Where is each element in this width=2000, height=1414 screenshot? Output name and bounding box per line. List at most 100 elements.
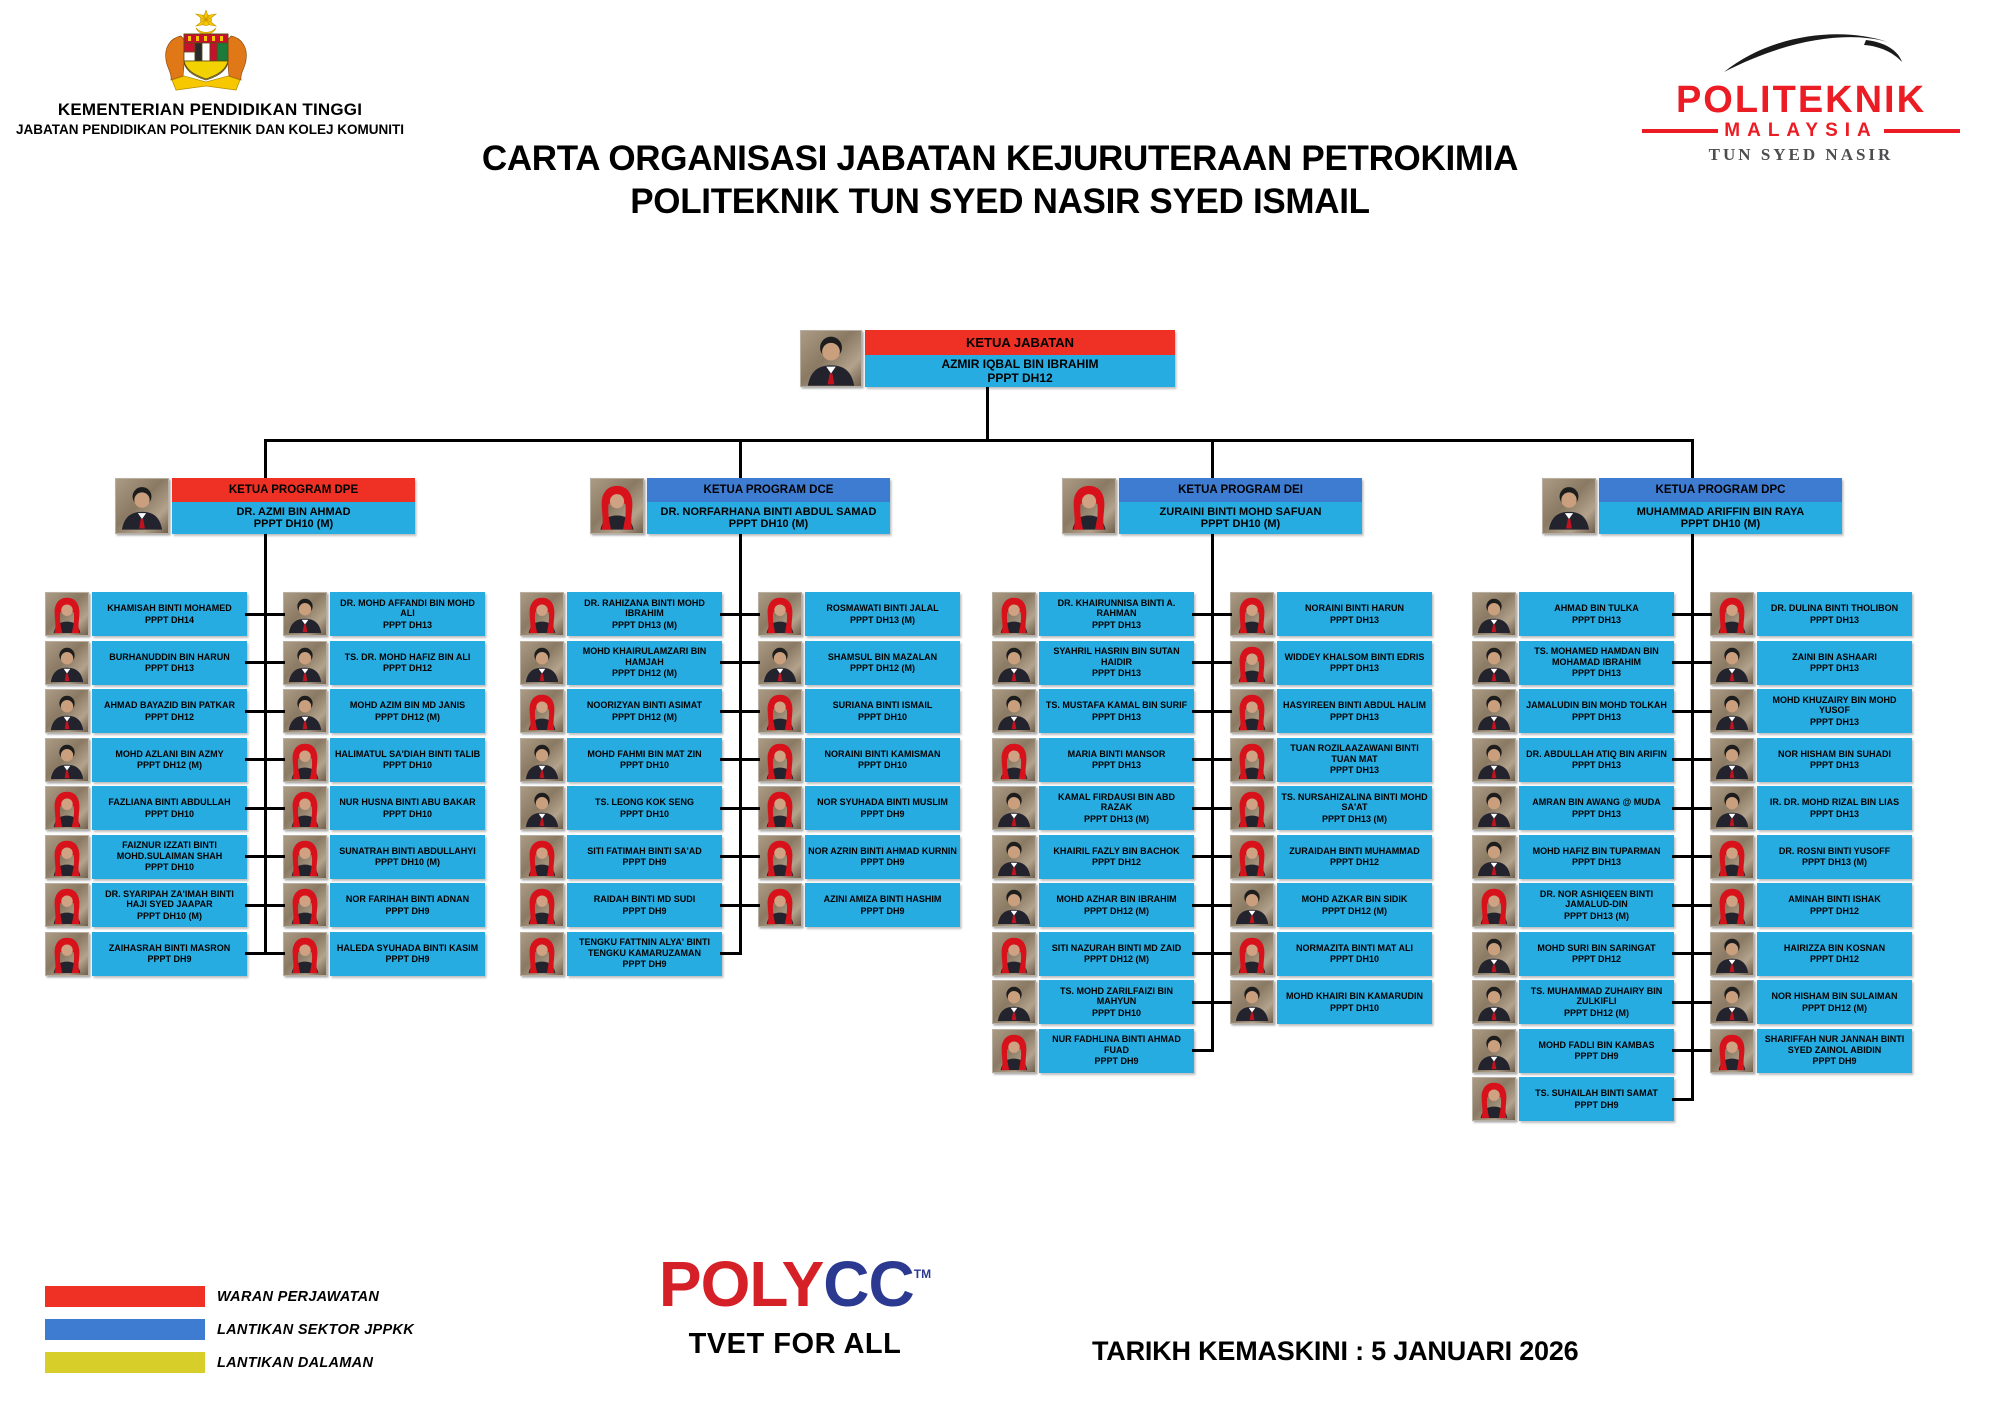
- staff-grade: PPPT DH14: [144, 614, 195, 625]
- staff-name: NOR SYUHADA BINTI MUSLIM: [817, 797, 948, 808]
- staff-grade: PPPT DH13: [1091, 760, 1142, 770]
- connector-line: [245, 855, 265, 858]
- staff-card: JAMALUDIN BIN MOHD TOLKAH PPPT DH13: [1472, 689, 1674, 733]
- connector-line: [265, 661, 285, 664]
- staff-label: DR. ABDULLAH ATIQ BIN ARIFIN PPPT DH13: [1519, 737, 1674, 782]
- staff-photo: [45, 689, 89, 733]
- leader-grade: PPPT DH10 (M): [1200, 518, 1281, 530]
- staff-name: DR. DULINA BINTI THOLIBON: [1770, 603, 1899, 614]
- staff-name: MOHD KHUZAIRY BIN MOHD YUSOF: [1772, 694, 1897, 716]
- staff-card: DR. SYARIPAH ZA'IMAH BINTI HAJI SYED JAA…: [45, 883, 247, 927]
- staff-grade: PPPT DH9: [147, 954, 192, 964]
- staff-label: NUR FADHLINA BINTI AHMAD FUAD PPPT DH9: [1039, 1028, 1194, 1073]
- connector-line: [1692, 903, 1712, 907]
- staff-label: ZURAIDAH BINTI MUHAMMAD PPPT DH12: [1277, 834, 1432, 879]
- staff-photo: [1710, 1028, 1754, 1073]
- connector-line: [740, 758, 760, 761]
- staff-grade: PPPT DH12 (M): [136, 760, 202, 770]
- connector-line: [720, 612, 740, 616]
- staff-grade: PPPT DH9: [622, 905, 667, 916]
- staff-grade: PPPT DH10: [857, 760, 908, 770]
- staff-photo: [1472, 737, 1516, 782]
- connector-line: [1672, 709, 1692, 713]
- connector-line: [1692, 758, 1712, 761]
- connector-line: [1192, 855, 1212, 858]
- staff-label: SITI NAZURAH BINTI MD ZAID PPPT DH12 (M): [1039, 931, 1194, 976]
- leader-card: KETUA PROGRAM DCE DR. NORFARHANA BINTI AB…: [590, 478, 890, 534]
- staff-photo: [992, 883, 1036, 927]
- staff-photo: [1472, 834, 1516, 879]
- staff-photo: [992, 931, 1036, 976]
- leader-name: ZURAINI BINTI MOHD SAFUAN: [1159, 506, 1322, 518]
- last-updated-date: TARIKH KEMASKINI : 5 JANUARI 2026: [1092, 1336, 1579, 1366]
- staff-card: MOHD AZLANI BIN AZMY PPPT DH12 (M): [45, 737, 247, 782]
- staff-card: NOR SYUHADA BINTI MUSLIM PPPT DH9: [758, 786, 960, 830]
- staff-name: MOHD AZKAR BIN SIDIK: [1301, 894, 1408, 905]
- staff-grade: PPPT DH10 (M): [374, 857, 440, 867]
- staff-name: MOHD KHAIRI BIN KAMARUDIN: [1286, 991, 1423, 1002]
- staff-name: MOHD FADLI BIN KAMBAS: [1538, 1039, 1655, 1050]
- malaysia-label: MALAYSIA: [1724, 120, 1878, 141]
- leader-grade: PPPT DH12: [987, 371, 1053, 385]
- staff-card: NORAINI BINTI KAMISMAN PPPT DH10: [758, 737, 960, 782]
- legend-item: LANTIKAN DALAMAN: [45, 1352, 414, 1373]
- staff-card: MOHD KHAIRI BIN KAMARUDIN PPPT DH10: [1230, 980, 1432, 1024]
- legend-color-bar: [45, 1352, 205, 1373]
- ministry-name: KEMENTERIAN PENDIDIKAN TINGGI: [57, 100, 363, 119]
- connector-line: [1692, 855, 1712, 858]
- staff-photo: [45, 834, 89, 879]
- connector-line: [720, 661, 740, 664]
- role-title: KETUA JABATAN: [865, 330, 1175, 355]
- staff-photo: [758, 737, 802, 782]
- staff-label: MOHD AZHAR BIN IBRAHIM PPPT DH12 (M): [1039, 883, 1194, 927]
- staff-label: WIDDEY KHALSOM BINTI EDRIS PPPT DH13: [1277, 640, 1432, 685]
- staff-label: MOHD AZIM BIN MD JANIS PPPT DH12 (M): [330, 689, 485, 733]
- staff-photo: [1472, 883, 1516, 927]
- staff-card: HALIMATUL SA'DIAH BINTI TALIB PPPT DH10: [283, 737, 485, 782]
- leader-card: KETUA PROGRAM DPC MUHAMMAD ARIFFIN BIN RA…: [1542, 478, 1842, 534]
- staff-card: MARIA BINTI MANSOR PPPT DH13: [992, 737, 1194, 782]
- coat-of-arms-icon: [165, 9, 247, 91]
- page-title-line2: POLITEKNIK TUN SYED NASIR SYED ISMAIL: [630, 181, 1370, 221]
- connector-line: [1192, 806, 1212, 810]
- staff-card: HASYIREEN BINTI ABDUL HALIM PPPT DH13: [1230, 689, 1432, 733]
- staff-label: MOHD FAHMI BIN MAT ZIN PPPT DH10: [567, 737, 722, 782]
- connector-line: [245, 661, 265, 664]
- staff-card: DR. RAHIZANA BINTI MOHD IBRAHIM PPPT DH13…: [520, 592, 722, 636]
- staff-grade: PPPT DH10: [1091, 1007, 1142, 1018]
- staff-grade: PPPT DH10: [382, 760, 433, 770]
- staff-name: DR. ROSNI BINTI YUSOFF: [1778, 845, 1891, 856]
- staff-photo: [45, 931, 89, 976]
- staff-card: SUNATRAH BINTI ABDULLAHYI PPPT DH10 (M): [283, 834, 485, 879]
- role-title: KETUA PROGRAM DEI: [1119, 478, 1362, 502]
- connector-line: [720, 952, 740, 955]
- staff-name: SHARIFFAH NUR JANNAH BINTI SYED ZAINOL A…: [1764, 1034, 1905, 1055]
- staff-label: MARIA BINTI MANSOR PPPT DH13: [1039, 737, 1194, 782]
- staff-name: TS. SUHAILAH BINTI SAMAT: [1535, 1088, 1658, 1099]
- staff-name: RAIDAH BINTI MD SUDI: [593, 894, 696, 905]
- staff-card: MOHD KHAIRULAMZARI BIN HAMJAH PPPT DH12 (…: [520, 640, 722, 685]
- staff-grade: PPPT DH13: [1809, 614, 1860, 625]
- leader-name: DR. NORFARHANA BINTI ABDUL SAMAD: [660, 506, 877, 518]
- leader-grade: PPPT DH10 (M): [253, 518, 334, 530]
- leader-nameband: MUHAMMAD ARIFFIN BIN RAYA PPPT DH10 (M): [1599, 502, 1842, 534]
- staff-photo: [1230, 689, 1274, 733]
- staff-grade: PPPT DH10: [619, 760, 670, 770]
- connector-line: [1210, 534, 1214, 1052]
- staff-name: WIDDEY KHALSOM BINTI EDRIS: [1284, 651, 1425, 662]
- connector-line: [1192, 1000, 1212, 1004]
- staff-label: DR. ROSNI BINTI YUSOFF PPPT DH13 (M): [1757, 834, 1912, 879]
- connector-line: [1212, 758, 1232, 761]
- staff-photo: [1230, 592, 1274, 636]
- leader-label: KETUA PROGRAM DCE DR. NORFARHANA BINTI AB…: [647, 478, 890, 534]
- staff-grade: PPPT DH10: [144, 862, 195, 873]
- connector-line: [245, 612, 265, 616]
- connector-line: [1192, 612, 1212, 616]
- staff-photo: [992, 1028, 1036, 1073]
- staff-photo: [758, 592, 802, 636]
- staff-card: FAZLIANA BINTI ABDULLAH PPPT DH10: [45, 786, 247, 830]
- staff-card: ZURAIDAH BINTI MUHAMMAD PPPT DH12: [1230, 834, 1432, 879]
- staff-label: TS. NURSAHIZALINA BINTI MOHD SA'AT PPPT D…: [1277, 786, 1432, 830]
- staff-label: MOHD KHAIRI BIN KAMARUDIN PPPT DH10: [1277, 980, 1432, 1024]
- staff-grade: PPPT DH10: [1329, 954, 1380, 964]
